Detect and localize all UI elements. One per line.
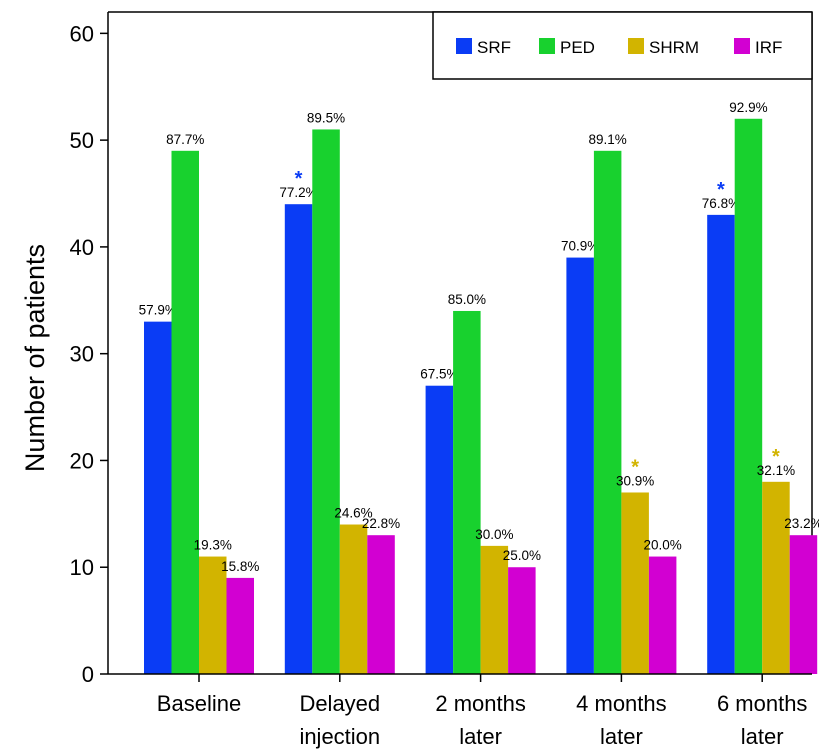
y-tick-label: 60: [70, 21, 94, 46]
bar-srf: [144, 321, 172, 674]
bar-srf: [707, 214, 735, 674]
plot-area: 57.9%87.7%19.3%15.8%77.2%*89.5%24.6%22.8…: [108, 11, 819, 675]
legend-label-irf: IRF: [755, 38, 782, 57]
data-label: 67.5%: [420, 367, 458, 382]
y-tick-label: 40: [70, 235, 94, 260]
data-label: 30.0%: [475, 527, 513, 542]
legend-label-ped: PED: [560, 38, 595, 57]
bar-shrm: [339, 524, 368, 674]
data-label: 32.1%: [757, 463, 795, 478]
data-label: 89.5%: [307, 110, 345, 125]
data-label: 77.2%: [279, 185, 317, 200]
bar-shrm: [621, 492, 649, 674]
x-tick-label: 6 months: [717, 691, 808, 716]
bar-irf: [648, 556, 677, 674]
x-tick-label: later: [741, 724, 784, 749]
bar-irf: [789, 535, 818, 674]
bar-srf: [566, 257, 594, 674]
y-tick-label: 50: [70, 128, 94, 153]
legend-swatch-ped: [539, 38, 555, 54]
x-tick-label: later: [459, 724, 502, 749]
y-tick-label: 30: [70, 342, 94, 367]
bar-irf: [508, 567, 536, 674]
data-label: 25.0%: [503, 548, 541, 563]
data-label: 20.0%: [644, 538, 682, 553]
data-label: 57.9%: [139, 303, 177, 318]
legend-label-srf: SRF: [477, 38, 511, 57]
data-label: 24.6%: [334, 506, 372, 521]
x-axis: Baseline Delayed injection 2 months later 4 m…: [108, 673, 812, 749]
data-label: 70.9%: [561, 239, 599, 254]
data-label: 89.1%: [589, 132, 627, 147]
y-axis: 0 10 20 30 40 50 60: [70, 12, 109, 687]
legend-label-shrm: SHRM: [649, 38, 699, 57]
legend-swatch-srf: [456, 38, 472, 54]
bar-srf: [284, 204, 313, 674]
bar-ped: [734, 118, 763, 675]
bar-irf: [226, 577, 254, 674]
significance-marker: *: [772, 446, 780, 468]
x-tick-label: 4 months: [576, 691, 667, 716]
bar-irf: [367, 535, 395, 674]
bar-shrm: [762, 481, 790, 674]
bar-ped: [171, 150, 199, 674]
data-label: 15.8%: [221, 559, 259, 574]
data-label: 22.8%: [362, 516, 400, 531]
data-label: 19.3%: [194, 538, 232, 553]
bar-shrm: [199, 556, 227, 674]
data-label: 76.8%: [702, 196, 740, 211]
significance-marker: *: [295, 168, 303, 190]
x-tick-label: 2 months: [435, 691, 526, 716]
bar-ped: [453, 310, 481, 674]
bar-ped: [312, 129, 340, 675]
x-tick-label: injection: [299, 724, 380, 749]
legend-swatch-shrm: [628, 38, 644, 54]
x-tick-label: later: [600, 724, 643, 749]
legend-swatch-irf: [734, 38, 750, 54]
legend: SRF PED SHRM IRF: [432, 11, 813, 80]
data-label: 92.9%: [729, 100, 767, 115]
bar-srf: [425, 385, 454, 674]
significance-marker: *: [717, 179, 725, 201]
x-tick-label: Delayed: [299, 691, 380, 716]
data-label: 30.9%: [616, 473, 654, 488]
y-tick-label: 20: [70, 448, 94, 473]
data-label: 85.0%: [448, 292, 486, 307]
y-tick-label: 0: [82, 662, 94, 687]
y-tick-label: 10: [70, 555, 94, 580]
y-axis-label: Number of patients: [20, 244, 50, 472]
bar-shrm: [480, 545, 509, 674]
data-label: 23.2%: [784, 516, 819, 531]
x-tick-label: Baseline: [157, 691, 241, 716]
bar-ped: [593, 150, 622, 674]
significance-marker: *: [631, 456, 639, 478]
data-label: 87.7%: [166, 132, 204, 147]
